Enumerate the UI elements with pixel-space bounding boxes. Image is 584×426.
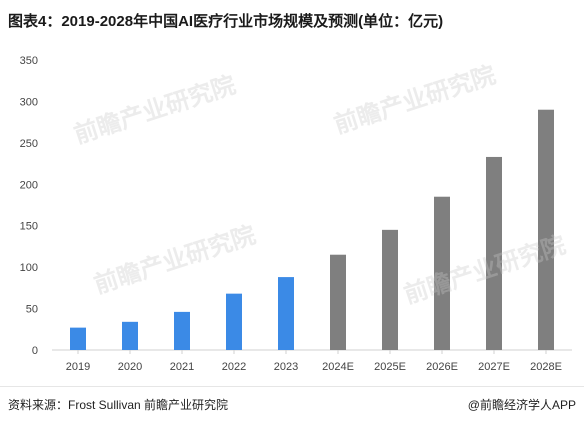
x-tick-label: 2027E <box>478 361 510 373</box>
x-tick-label: 2025E <box>374 361 406 373</box>
bar <box>174 311 190 350</box>
y-tick-label: 300 <box>20 96 38 108</box>
bar <box>330 254 346 350</box>
bar-chart: 0 50 100 150 200 250 300 350 2019 2020 2021 2022 202… <box>20 55 572 373</box>
x-tick-label: 2024E <box>322 361 354 373</box>
x-tick-label: 2028E <box>530 361 562 373</box>
y-tick-label: 150 <box>20 221 38 233</box>
y-tick-label: 200 <box>20 179 38 191</box>
x-tick-label: 2020 <box>118 361 142 373</box>
x-tick-label: 2022 <box>222 361 246 373</box>
x-tick-label: 2026E <box>426 361 458 373</box>
y-tick-label: 250 <box>20 138 38 150</box>
x-tick-label: 2019 <box>66 361 90 373</box>
bar <box>382 229 398 350</box>
bar <box>434 196 450 350</box>
bar <box>278 277 294 350</box>
y-tick-label: 350 <box>20 55 38 67</box>
source-note: 资料来源：Frost Sullivan 前瞻产业研究院 <box>8 398 229 412</box>
bar <box>486 156 502 350</box>
x-tick-label: 2023 <box>274 361 298 373</box>
brand-credit: @前瞻经济学人APP <box>467 398 576 412</box>
footer-divider <box>0 386 584 387</box>
chart-area: 0 50 100 150 200 250 300 350 2019 2020 2021 2022 202… <box>0 40 584 380</box>
x-tick-label: 2021 <box>170 361 194 373</box>
chart-title: 图表4：2019-2028年中国AI医疗行业市场规模及预测(单位：亿元) <box>8 13 444 30</box>
y-tick-label: 0 <box>32 345 38 357</box>
bar <box>122 321 138 350</box>
bar <box>70 327 86 350</box>
y-tick-label: 50 <box>26 304 38 316</box>
bar <box>538 109 554 350</box>
bar <box>226 293 242 350</box>
footer: 资料来源：Frost Sullivan 前瞻产业研究院 @前瞻经济学人APP <box>0 386 584 416</box>
y-tick-label: 100 <box>20 262 38 274</box>
